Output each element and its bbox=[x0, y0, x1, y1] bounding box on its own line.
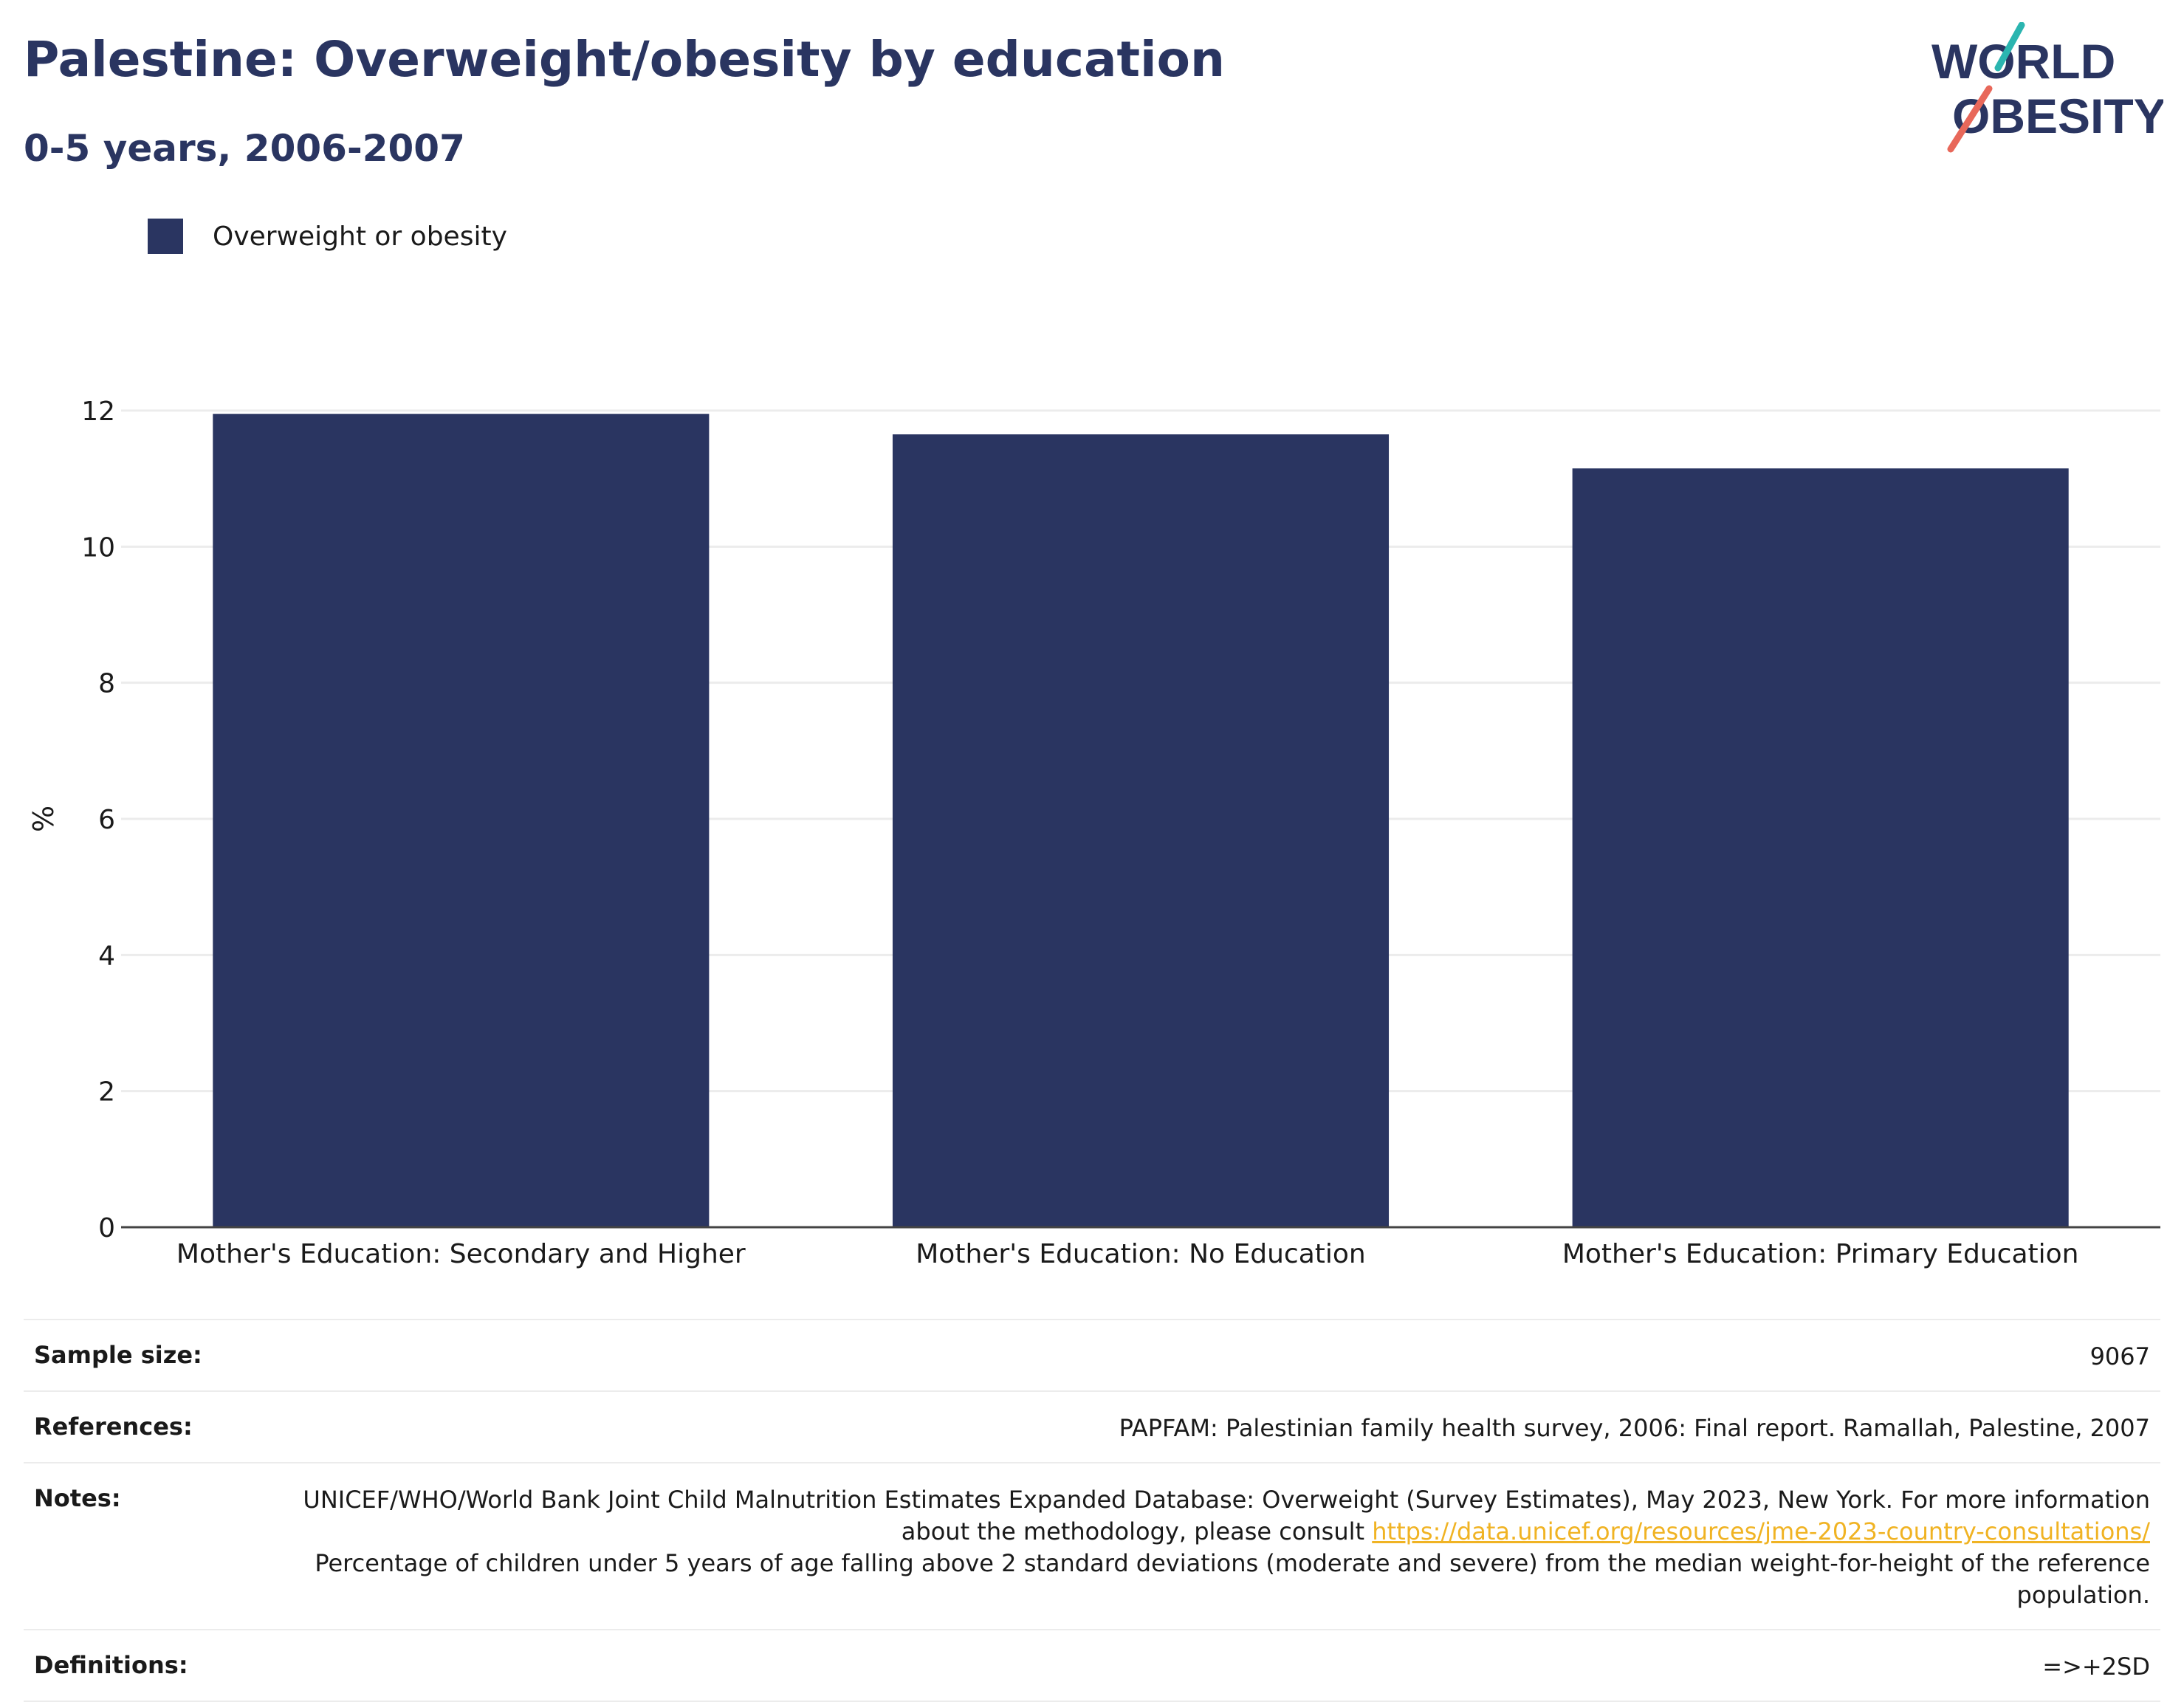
logo-line1: WORLD bbox=[1931, 34, 2115, 89]
definitions-label: Definitions: bbox=[34, 1651, 188, 1679]
notes-link[interactable]: https://data.unicef.org/resources/jme-20… bbox=[1372, 1517, 2150, 1545]
logo-slash-coral bbox=[1947, 85, 1993, 153]
x-tick-label: Mother's Education: Primary Education bbox=[1562, 1239, 2079, 1269]
notes-text-1: UNICEF/WHO/World Bank Joint Child Malnut… bbox=[303, 1486, 2150, 1545]
meta-row-notes: Notes: UNICEF/WHO/World Bank Joint Child… bbox=[24, 1462, 2160, 1629]
page-title: Palestine: Overweight/obesity by educati… bbox=[24, 31, 1225, 88]
notes-label: Notes: bbox=[34, 1484, 121, 1512]
y-tick-label: 2 bbox=[98, 1077, 115, 1108]
page-subtitle: 0-5 years, 2006-2007 bbox=[24, 127, 465, 170]
logo-slash-teal bbox=[1994, 22, 2025, 72]
legend-swatch bbox=[148, 219, 183, 254]
sample-size-value: 9067 bbox=[2089, 1342, 2150, 1370]
y-tick-label: 4 bbox=[98, 941, 115, 971]
y-tick-label: 0 bbox=[98, 1213, 115, 1243]
logo-line2: OBESITY bbox=[1952, 89, 2163, 143]
bar bbox=[213, 414, 710, 1227]
metadata-table: Sample size: 9067 References: PAPFAM: Pa… bbox=[24, 1319, 2160, 1702]
world-obesity-logo: WORLD OBESITY bbox=[1931, 22, 2163, 153]
sample-size-label: Sample size: bbox=[34, 1341, 202, 1369]
y-tick-label: 10 bbox=[81, 532, 115, 563]
y-tick-label: 6 bbox=[98, 805, 115, 835]
references-label: References: bbox=[34, 1413, 193, 1441]
notes-value: UNICEF/WHO/World Bank Joint Child Malnut… bbox=[289, 1484, 2150, 1611]
y-tick-label: 8 bbox=[98, 669, 115, 699]
meta-row-sample-size: Sample size: 9067 bbox=[24, 1319, 2160, 1390]
references-value: PAPFAM: Palestinian family health survey… bbox=[1119, 1414, 2150, 1442]
y-axis-label: % bbox=[27, 806, 60, 832]
meta-row-references: References: PAPFAM: Palestinian family h… bbox=[24, 1390, 2160, 1462]
y-tick-label: 12 bbox=[81, 397, 115, 427]
meta-row-definitions: Definitions: =>+2SD bbox=[24, 1629, 2160, 1702]
bar bbox=[892, 434, 1390, 1227]
x-tick-label: Mother's Education: Secondary and Higher bbox=[176, 1239, 746, 1269]
legend-label: Overweight or obesity bbox=[213, 221, 507, 252]
notes-text-2: Percentage of children under 5 years of … bbox=[315, 1549, 2150, 1609]
chart-legend: Overweight or obesity bbox=[148, 219, 507, 254]
definitions-value: =>+2SD bbox=[2042, 1653, 2150, 1681]
bar-chart: 0 2 4 6 8 10 12% Mother's Education: Secondary … bbox=[27, 397, 2160, 1269]
bar bbox=[1572, 468, 2069, 1227]
x-tick-label: Mother's Education: No Education bbox=[916, 1239, 1366, 1269]
